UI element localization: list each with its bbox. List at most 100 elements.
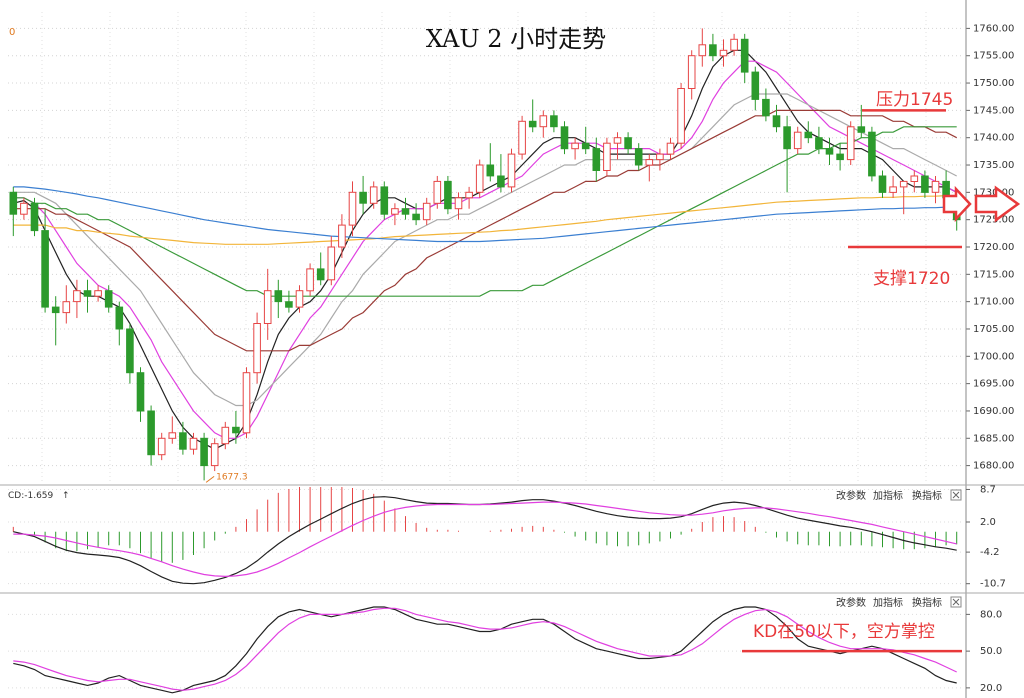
candle-body (221, 426, 230, 445)
candle (274, 279, 283, 319)
candle (30, 197, 39, 237)
candle-body (179, 432, 187, 450)
candle-body (497, 175, 505, 188)
ma-line-2 (13, 93, 957, 407)
kd-close-icon[interactable] (950, 596, 962, 608)
candle (804, 121, 813, 144)
candle-body (20, 202, 28, 215)
candle-body (242, 372, 251, 434)
candle (581, 126, 590, 155)
candle (497, 154, 505, 193)
candle (836, 143, 844, 171)
candle (740, 33, 749, 84)
price-tick-label: 1760.00 (973, 23, 1014, 34)
candle (126, 323, 134, 384)
candle (115, 301, 124, 346)
kd-d-line (13, 607, 957, 691)
candle (656, 148, 664, 171)
candle-body (868, 131, 876, 177)
candle-body (62, 301, 71, 314)
candle (263, 268, 272, 340)
candle (210, 438, 219, 472)
candle (73, 279, 81, 319)
candle (401, 197, 410, 220)
candle-body (200, 437, 208, 467)
candle-body (772, 115, 781, 128)
candle-body (709, 44, 717, 57)
candle-body (168, 432, 177, 439)
macd-tick-label: -4.2 (980, 547, 1000, 558)
candle (327, 236, 336, 286)
candle-body (210, 443, 219, 467)
kd-button-switch[interactable]: 换指标 (912, 596, 942, 609)
candle-body (189, 437, 198, 450)
candle-body (327, 246, 336, 281)
candle-body (263, 290, 272, 325)
candle (189, 432, 198, 455)
candle-body (433, 180, 442, 204)
support-label: 支撑1720 (873, 269, 950, 289)
macd-tick-label: 2.0 (980, 517, 996, 528)
candle (62, 285, 71, 324)
kd-annotation: KD在50以下，空方掌控 (753, 622, 935, 642)
candle (921, 170, 929, 198)
candle (687, 50, 696, 100)
candle (571, 137, 579, 160)
candle-body (157, 437, 166, 456)
candle-body (581, 142, 590, 150)
candle (486, 143, 495, 182)
candle-body (232, 426, 240, 434)
macd-tick-label: 8.7 (980, 484, 996, 495)
candle-body (253, 323, 261, 374)
candle-body (380, 186, 389, 215)
candle-body (274, 290, 283, 303)
candle-body (931, 180, 940, 193)
candle (709, 33, 717, 62)
candle (783, 115, 791, 193)
candle (857, 104, 866, 138)
macd-button-switch[interactable]: 换指标 (912, 489, 942, 502)
candle (539, 110, 548, 138)
candle (295, 285, 304, 313)
macd-button-params[interactable]: 改参数 (836, 489, 866, 502)
kd-button-params[interactable]: 改参数 (836, 596, 866, 609)
candle (889, 175, 897, 198)
macd-close-icon[interactable] (950, 489, 962, 501)
candle-body (338, 224, 346, 248)
ma-line-4 (13, 126, 957, 297)
candle (168, 416, 177, 444)
candle (878, 170, 887, 198)
candle (528, 99, 537, 133)
candle-body (147, 410, 155, 456)
candle (793, 126, 802, 155)
candle-body (751, 71, 760, 100)
candle (592, 137, 601, 182)
candle (391, 203, 399, 226)
macd-dea-line (13, 501, 957, 578)
candle-body (592, 148, 601, 172)
candle (9, 186, 18, 237)
candle-body (401, 208, 410, 215)
candle-body (677, 88, 685, 144)
candle (179, 421, 187, 455)
price-tick-label: 1740.00 (973, 133, 1014, 144)
arrow-right-icon (942, 185, 972, 223)
candle-body (51, 306, 60, 314)
price-tick-label: 1685.00 (973, 433, 1014, 444)
candle-body (359, 191, 367, 204)
candle (762, 88, 770, 122)
candle-body (306, 268, 314, 292)
candle (677, 83, 685, 149)
price-tick-label: 1725.00 (973, 215, 1014, 226)
macd-button-add[interactable]: 加指标 (873, 489, 903, 502)
kd-button-add[interactable]: 加指标 (873, 596, 903, 609)
macd-tick-label: -10.7 (980, 579, 1006, 590)
candle (910, 170, 919, 193)
ma-line-0 (13, 49, 957, 450)
candle-body (539, 115, 548, 128)
candle-body (560, 126, 569, 150)
moving-average-layer (13, 49, 957, 450)
candle-body (9, 191, 18, 215)
candle-body (83, 290, 92, 297)
ma-line-5 (13, 195, 957, 245)
